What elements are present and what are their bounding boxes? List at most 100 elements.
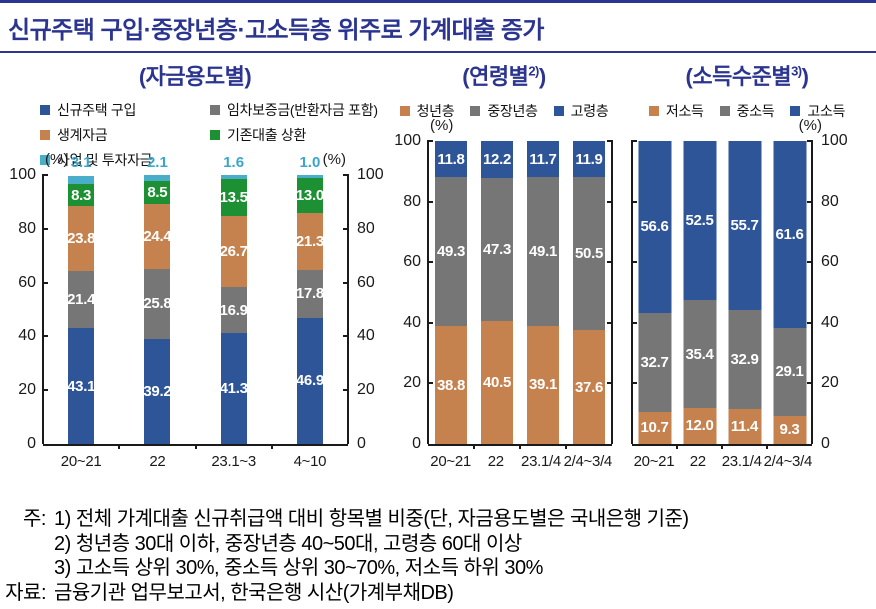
bar-value-label: 32.9: [730, 351, 759, 369]
bar-segment: [296, 175, 323, 178]
footnotes: 주: 1) 전체 가계대출 신규취급액 대비 항목별 비중(단, 자금용도별은 …: [0, 507, 876, 605]
axis-tick: [807, 140, 813, 142]
legend-swatch-icon: [40, 105, 50, 115]
y-tick-label: 0: [412, 435, 421, 452]
y-axis-labels-right: 0 20 40 60 80 100: [357, 167, 391, 452]
bar-slot: 38.8 49.3 11.8: [428, 141, 474, 444]
percent-unit-label: (%): [322, 151, 346, 168]
stacked-bar: 46.9 17.8 21.3 13.0: [295, 175, 324, 444]
bar-value-label: 46.9: [295, 372, 324, 390]
bar-segment: 32.7: [638, 312, 671, 412]
bar-value-label: 39.2: [143, 382, 172, 400]
y-axis-line-left: [427, 140, 433, 444]
bar-value-label: 11.7: [529, 150, 557, 168]
axis-tick: [631, 200, 637, 203]
bar-segment: 11.8: [435, 141, 467, 178]
bar-segment: 49.1: [527, 176, 559, 326]
bars-area: 3.1 43.1 21.4 23.8 8.3 2.1 39.2 25.8 24.4 8.5 1.6 4…: [43, 155, 348, 444]
y-tick-label: 80: [821, 192, 839, 210]
axis-tick: [343, 281, 349, 284]
legend-label: 사업 및 투자자금: [57, 152, 153, 168]
bar-value-label: 13.5: [219, 188, 248, 206]
chart-plot-area: 0 20 40 60 80 100 (%) 10.7 32.7 56.6 12.0 35.4 52.5 1…: [631, 117, 848, 470]
bar-segment: 13.5: [219, 179, 248, 216]
x-axis-tick: [118, 444, 121, 449]
y-tick-label: 60: [821, 253, 839, 271]
y-tick-label: 0: [27, 435, 36, 452]
axis-tick: [427, 382, 433, 385]
x-axis-label: 23.1/4: [721, 453, 762, 470]
bar-segment: 41.3: [220, 332, 248, 444]
legend-item: 고소득: [790, 101, 845, 121]
bar-value-label: 16.9: [219, 301, 248, 319]
note-line-3: 3) 고소득 상위 30%, 중소득 상위 30~70%, 저소득 하위 30%: [0, 556, 876, 581]
bar-slot: 39.1 49.1 11.7: [520, 141, 566, 444]
title-underline: [0, 51, 876, 53]
y-tick-label: 80: [18, 219, 36, 237]
bar-value-label: 8.3: [71, 186, 92, 204]
source-text: 금융기관 업무보고서, 한국은행 시산(가계부채DB): [54, 581, 454, 604]
bar-value-label: 61.6: [775, 225, 804, 243]
x-axis-labels: 20~21 22 23.1/4 2/4~3/4: [428, 453, 612, 470]
subtitle-superscript: 3): [791, 63, 802, 79]
x-axis-label: 22: [487, 453, 504, 470]
legend-item: 신규주택 구입: [40, 100, 210, 120]
percent-unit-label: (%): [45, 151, 69, 168]
bar-value-label: 21.4: [67, 290, 96, 308]
x-axis-label: 23.1~3: [211, 453, 256, 470]
bar-value-label: 17.8: [295, 285, 324, 303]
chart-legend: 저소득 중소득 고소득: [618, 101, 876, 121]
legend-item: 저소득: [648, 101, 704, 121]
axis-tick: [343, 335, 349, 338]
note-label: 주:: [23, 508, 46, 530]
x-axis-label: 22: [149, 453, 166, 470]
x-axis-tick: [766, 444, 768, 449]
axis-tick: [343, 227, 349, 230]
legend-item: 임차보증금(반환자금 포함): [210, 100, 390, 120]
bar-segment: 40.5: [481, 321, 513, 444]
note-line-1: 주: 1) 전체 가계대출 신규취급액 대비 항목별 비중(단, 자금용도별은 …: [0, 507, 876, 532]
page-title: 신규주택 구입·중장년층·고소득층 위주로 가계대출 증가: [8, 17, 545, 44]
y-tick-label: 20: [357, 381, 375, 399]
note-text: 3) 고소득 상위 30%, 중소득 상위 30~70%, 저소득 하위 30%: [54, 557, 543, 579]
legend-swatch-icon: [210, 105, 220, 115]
bar-segment: 32.9: [728, 309, 761, 410]
bar-value-label: 25.8: [143, 295, 172, 313]
bar-segment: 12.0: [683, 407, 716, 444]
bar-segment: 21.3: [296, 212, 324, 270]
bar-segment: 55.7: [728, 141, 761, 310]
legend-item: 중소득: [719, 101, 775, 121]
legend-label: 기존대출 상환: [227, 127, 307, 143]
bar-top-value-label: 1.6: [223, 154, 245, 171]
x-axis-label: 2/4~3/4: [563, 453, 613, 470]
bar-segment: 23.8: [67, 206, 95, 271]
bar-value-label: 37.6: [575, 378, 603, 396]
y-tick-label: 100: [821, 132, 848, 149]
y-tick-label: 100: [9, 166, 36, 183]
bar-value-label: 35.4: [685, 345, 714, 363]
legend-swatch-icon: [210, 130, 220, 140]
bar-segment: 61.6: [773, 141, 806, 328]
bar-slot: 40.5 47.3 12.2: [474, 141, 520, 444]
y-tick-label: 0: [821, 435, 830, 452]
bar-value-label: 29.1: [775, 363, 804, 381]
axis-tick: [631, 261, 637, 264]
x-axis-tick: [194, 444, 197, 449]
y-axis-labels-right: 0 20 40 60 80 100: [821, 133, 855, 452]
legend-label: 신규주택 구입: [57, 102, 137, 118]
y-tick-label: 20: [821, 374, 839, 392]
x-axis-label: 20~21: [430, 453, 471, 470]
axis-tick: [42, 281, 48, 284]
top-rule: [0, 0, 876, 3]
header: 신규주택 구입·중장년층·고소득층 위주로 가계대출 증가: [0, 0, 876, 53]
chart-plot-area: 0 20 40 60 80 100 (%) 38.8 49.3 11.8 40.5 47.3 12.2 3…: [394, 117, 613, 470]
bar-value-label: 38.8: [437, 376, 465, 394]
stacked-bar: 37.6 50.5 11.9: [573, 141, 605, 444]
chart-by-income-level: (소득수준별3)) 저소득 중소득 고소득 0 20 40 60 80 100 (%) 10.7 3…: [618, 55, 876, 477]
axis-tick: [427, 321, 433, 324]
bar-slot: 1.6 41.3 16.9 26.7 13.5: [196, 155, 272, 444]
stacked-bar: 9.3 29.1 61.6: [773, 141, 806, 444]
bar-slot: 37.6 50.5 11.9: [566, 141, 612, 444]
legend-label: 청년층: [416, 103, 455, 119]
